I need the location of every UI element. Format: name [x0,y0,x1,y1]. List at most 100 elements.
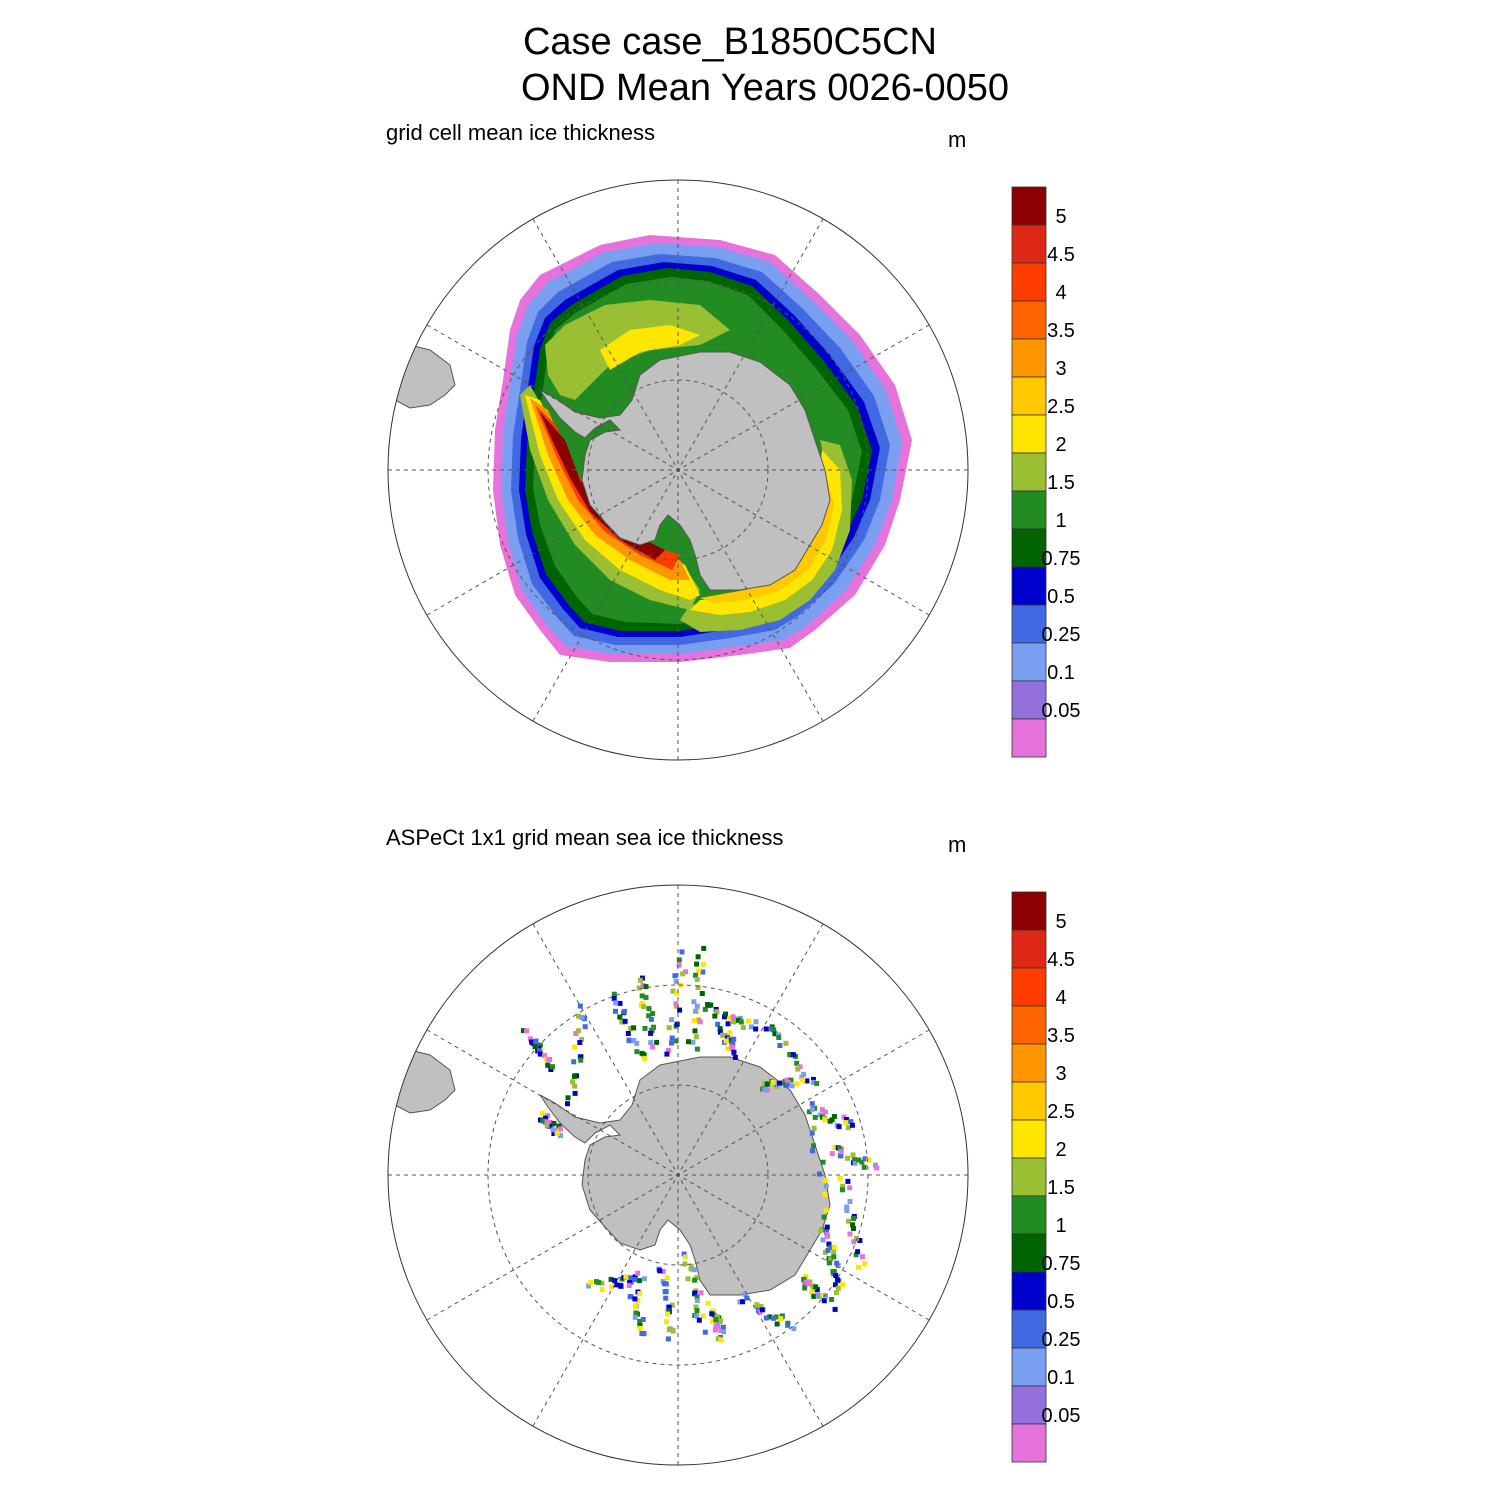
observation-cell [572,1073,577,1079]
observation-cell [810,1106,815,1112]
observation-cell [845,1178,851,1184]
observation-cell [579,1036,585,1042]
colorbar-label: 0.75 [1042,548,1081,570]
observation-cell [729,1044,735,1050]
observation-cell [544,1122,550,1128]
observation-cell [700,969,706,975]
observation-cell [744,1295,750,1301]
observation-cell [828,1244,834,1250]
observation-cell [529,1039,535,1045]
observation-cell [663,1295,669,1301]
observation-cell [694,1275,700,1281]
observation-cell [609,1284,615,1290]
observation-cell [611,996,617,1001]
observation-cell [539,1110,545,1116]
colorbar-swatch [1011,967,1047,1007]
observation-cell [822,1249,828,1255]
observation-cell [764,1081,770,1087]
observation-cell [805,1281,811,1287]
observation-cell [785,1322,791,1328]
graticule [388,885,968,1465]
observation-cell [635,1297,641,1303]
observation-cell [709,1311,715,1317]
colorbar-label: 2.5 [1047,1101,1075,1123]
colorbar-swatch [1011,1005,1047,1045]
observation-cell [823,1183,829,1189]
observation-cell [642,1055,648,1061]
observation-cell [643,994,649,1000]
observation-cell [663,1319,669,1325]
observation-cell [691,1018,697,1024]
colorbar-label: 1 [1055,1215,1066,1237]
observation-cell [770,1315,776,1321]
observation-cell [844,1208,850,1214]
observation-cell [705,1300,711,1306]
colorbar-label: 1 [1055,510,1066,532]
south-america-landmass [388,339,456,409]
observation-cell [637,1323,643,1329]
observation-cell [636,1278,642,1284]
observation-cell [551,1131,557,1136]
observation-cell [691,999,697,1005]
observation-cell [840,1282,846,1287]
observation-cell [874,1165,880,1171]
observation-cell [636,985,642,991]
observation-cell [830,1269,836,1275]
observation-cell [774,1321,780,1327]
observation-cell [674,1021,680,1027]
observation-cell [617,1000,623,1006]
observation-cell [533,1041,539,1047]
observation-cell [694,1298,700,1304]
observation-cell [685,1276,691,1282]
colorbar-label: 4.5 [1047,244,1075,266]
observation-cell [627,1280,633,1286]
colorbar-label: 0.5 [1047,1291,1075,1313]
observation-cell [794,1060,800,1066]
observation-cell [832,1144,838,1150]
colorbar-swatch [1011,891,1047,931]
colorbar-swatch [1011,414,1047,454]
observation-cell [646,1013,652,1019]
observation-cell [673,1001,679,1007]
observation-cell [640,982,646,988]
observation-cell [831,1244,837,1250]
observation-cell [660,1268,666,1274]
observation-cell [825,1247,831,1253]
observation-cell [811,1076,816,1082]
observation-cell [633,1304,638,1309]
colorbar-label: 5 [1055,911,1066,933]
observation-cell [628,1294,634,1300]
observation-cell [813,1284,819,1290]
observation-cell [725,1021,731,1027]
observation-cell [829,1297,835,1302]
observation-cell [701,961,706,967]
observation-cell [814,1287,820,1293]
observation-cell [657,1268,663,1274]
observation-cell [554,1131,560,1136]
observation-cell [828,1256,834,1262]
observation-cell [672,973,678,979]
observation-cell [731,1036,737,1042]
observation-cell [648,1040,654,1046]
observation-cell [635,1270,641,1276]
observation-cell [715,1336,721,1342]
observation-cell [637,977,643,983]
colorbar-swatch [1011,224,1047,264]
observation-cell [816,1171,822,1177]
observation-cell [833,1290,839,1296]
panel2-title: ASPeCt 1x1 grid mean sea ice thickness [386,825,784,850]
observation-cell [862,1261,868,1267]
observation-cell [856,1157,862,1163]
observation-cell [820,1292,826,1298]
observation-cell [823,1207,829,1213]
observation-cell [718,1337,724,1343]
observation-cell [856,1264,861,1270]
observation-cell [537,1051,543,1057]
antarctica-landmass [539,351,831,591]
observation-cell [665,1048,671,1053]
colorbar-swatch [1011,338,1047,378]
observation-cell [837,1175,843,1181]
observation-cell [821,1214,827,1220]
observation-cell [850,1222,856,1228]
observation-cell [718,1327,724,1333]
